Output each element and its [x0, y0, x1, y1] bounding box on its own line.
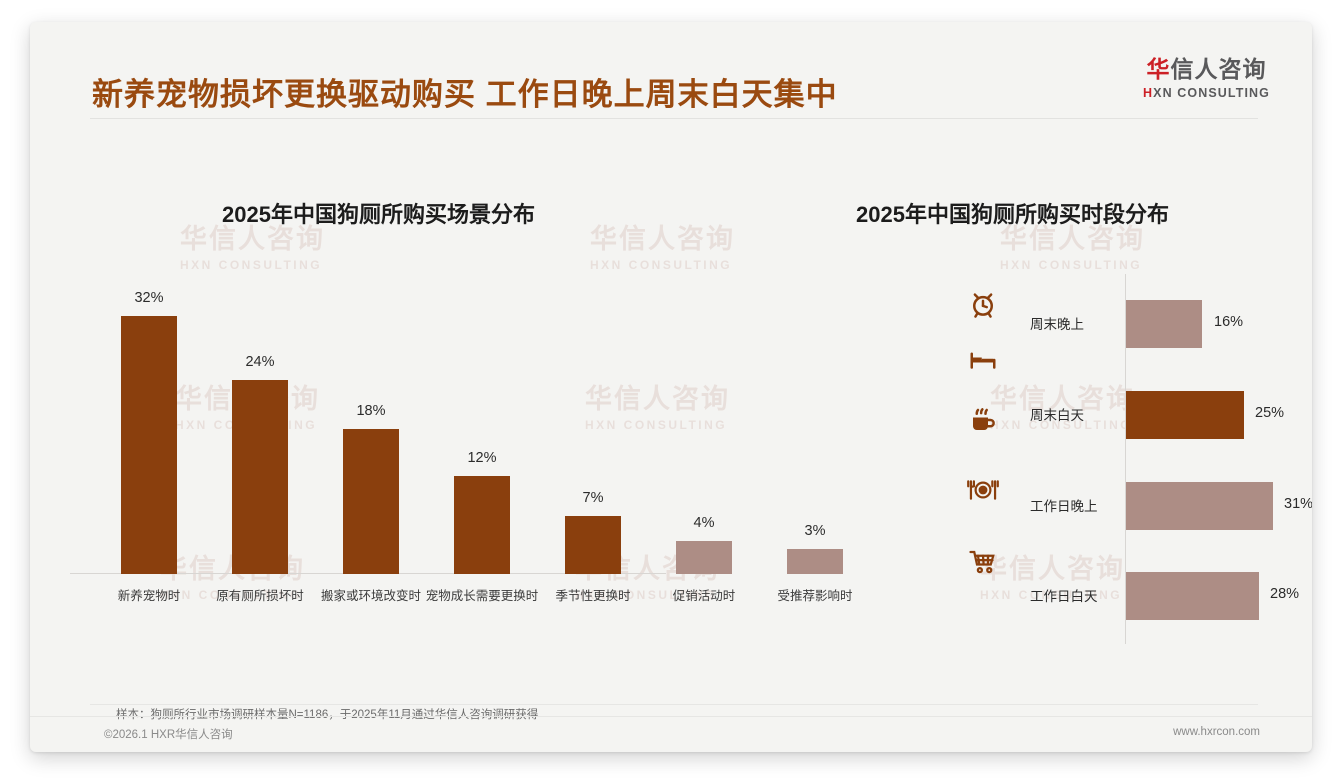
logo-cn-red: 华 [1146, 56, 1171, 82]
bar[interactable] [1126, 482, 1273, 530]
bar-category-label: 促销活动时 [672, 589, 736, 603]
bar-category-label: 周末晚上 [1030, 317, 1084, 332]
bar[interactable] [121, 316, 177, 574]
purchase-timeslot-bar-chart: 周末晚上 16% 周末白天 25% 工作日晚上 31% 工作日白天 28% [935, 252, 1312, 652]
bar-category-label: 季节性更换时 [555, 589, 631, 603]
bar-value-label: 4% [693, 515, 715, 531]
bar-value-label: 31% [1284, 496, 1312, 512]
logo-cn-rest: 信人咨询 [1170, 56, 1267, 82]
logo-english: HXN CONSULTING [1143, 87, 1270, 100]
bar-group[interactable]: 12% 宠物成长需要更换时 [426, 450, 539, 603]
bar-category-label: 新养宠物时 [117, 589, 181, 603]
shopping-cart-icon [963, 542, 1003, 582]
bar-group[interactable]: 32% 新养宠物时 [104, 290, 194, 603]
watermark-cn: 华信人咨询 [590, 224, 735, 254]
logo-en-rest: XN CONSULTING [1153, 86, 1270, 100]
footer-divider [90, 704, 1258, 705]
bar-category-label: 原有厕所损坏时 [216, 589, 304, 603]
website-url[interactable]: www.hxrcon.com [1173, 726, 1260, 738]
bar-category-label: 受推荐影响时 [777, 589, 853, 603]
source-note: 样本：狗厕所行业市场调研样本量N=1186，于2025年11月通过华信人咨询调研… [116, 709, 539, 721]
bar-value-label: 32% [134, 290, 164, 306]
plate-utensils-icon [963, 470, 1003, 510]
page-title: 新养宠物损坏更换驱动购买 工作日晚上周末白天集中 [92, 77, 838, 112]
bar[interactable] [343, 429, 399, 574]
bar[interactable] [787, 549, 843, 574]
right-chart-baseline [1125, 274, 1126, 644]
purchase-scenario-bar-chart: 32% 新养宠物时 24% 原有厕所损坏时 18% 搬家或环境改变时 12% 宠… [46, 252, 853, 612]
copyright-text: ©2026.1 HXR华信人咨询 [104, 729, 233, 741]
bar-value-label: 3% [804, 523, 826, 539]
logo-chinese: 华信人咨询 [1143, 58, 1270, 81]
bar-value-label: 28% [1270, 586, 1300, 602]
logo-en-red: H [1143, 86, 1154, 100]
bar[interactable] [1126, 391, 1244, 439]
bar-group[interactable]: 7% 季节性更换时 [548, 490, 638, 603]
alarm-clock-icon [963, 284, 1003, 324]
bar-category-label: 周末白天 [1030, 408, 1084, 423]
bar-group[interactable]: 18% 搬家或环境改变时 [321, 403, 421, 603]
company-logo: 华信人咨询 HXN CONSULTING [1143, 58, 1270, 100]
right-chart-title: 2025年中国狗厕所购买时段分布 [856, 202, 1169, 227]
bar-value-label: 7% [582, 490, 604, 506]
bar-value-label: 24% [245, 354, 275, 370]
coffee-mug-icon [963, 400, 1003, 440]
bar[interactable] [1126, 300, 1202, 348]
bar[interactable] [1126, 572, 1259, 620]
bar-category-label: 工作日白天 [1030, 589, 1098, 604]
bar-category-label: 宠物成长需要更换时 [425, 589, 539, 603]
bar-value-label: 16% [1214, 314, 1244, 330]
bar-value-label: 18% [356, 403, 386, 419]
bar-value-label: 12% [467, 450, 497, 466]
bar-category-label: 工作日晚上 [1030, 499, 1098, 514]
bar[interactable] [232, 380, 288, 574]
footer-bar: ©2026.1 HXR华信人咨询 www.hxrcon.com [30, 716, 1312, 752]
left-chart-title: 2025年中国狗厕所购买场景分布 [222, 202, 535, 227]
bar[interactable] [676, 541, 732, 574]
bed-icon [963, 340, 1003, 380]
header-divider [90, 118, 1258, 119]
bar-category-label: 搬家或环境改变时 [320, 589, 422, 603]
bar[interactable] [454, 476, 510, 574]
bar-group[interactable]: 3% 受推荐影响时 [770, 523, 860, 603]
bar-group[interactable]: 24% 原有厕所损坏时 [215, 354, 305, 603]
slide-card: 华信人咨询 HXN CONSULTING 华信人咨询 HXN CONSULTIN… [30, 22, 1312, 752]
bar-value-label: 25% [1255, 405, 1285, 421]
bar-group[interactable]: 4% 促销活动时 [659, 515, 749, 603]
bar[interactable] [565, 516, 621, 574]
